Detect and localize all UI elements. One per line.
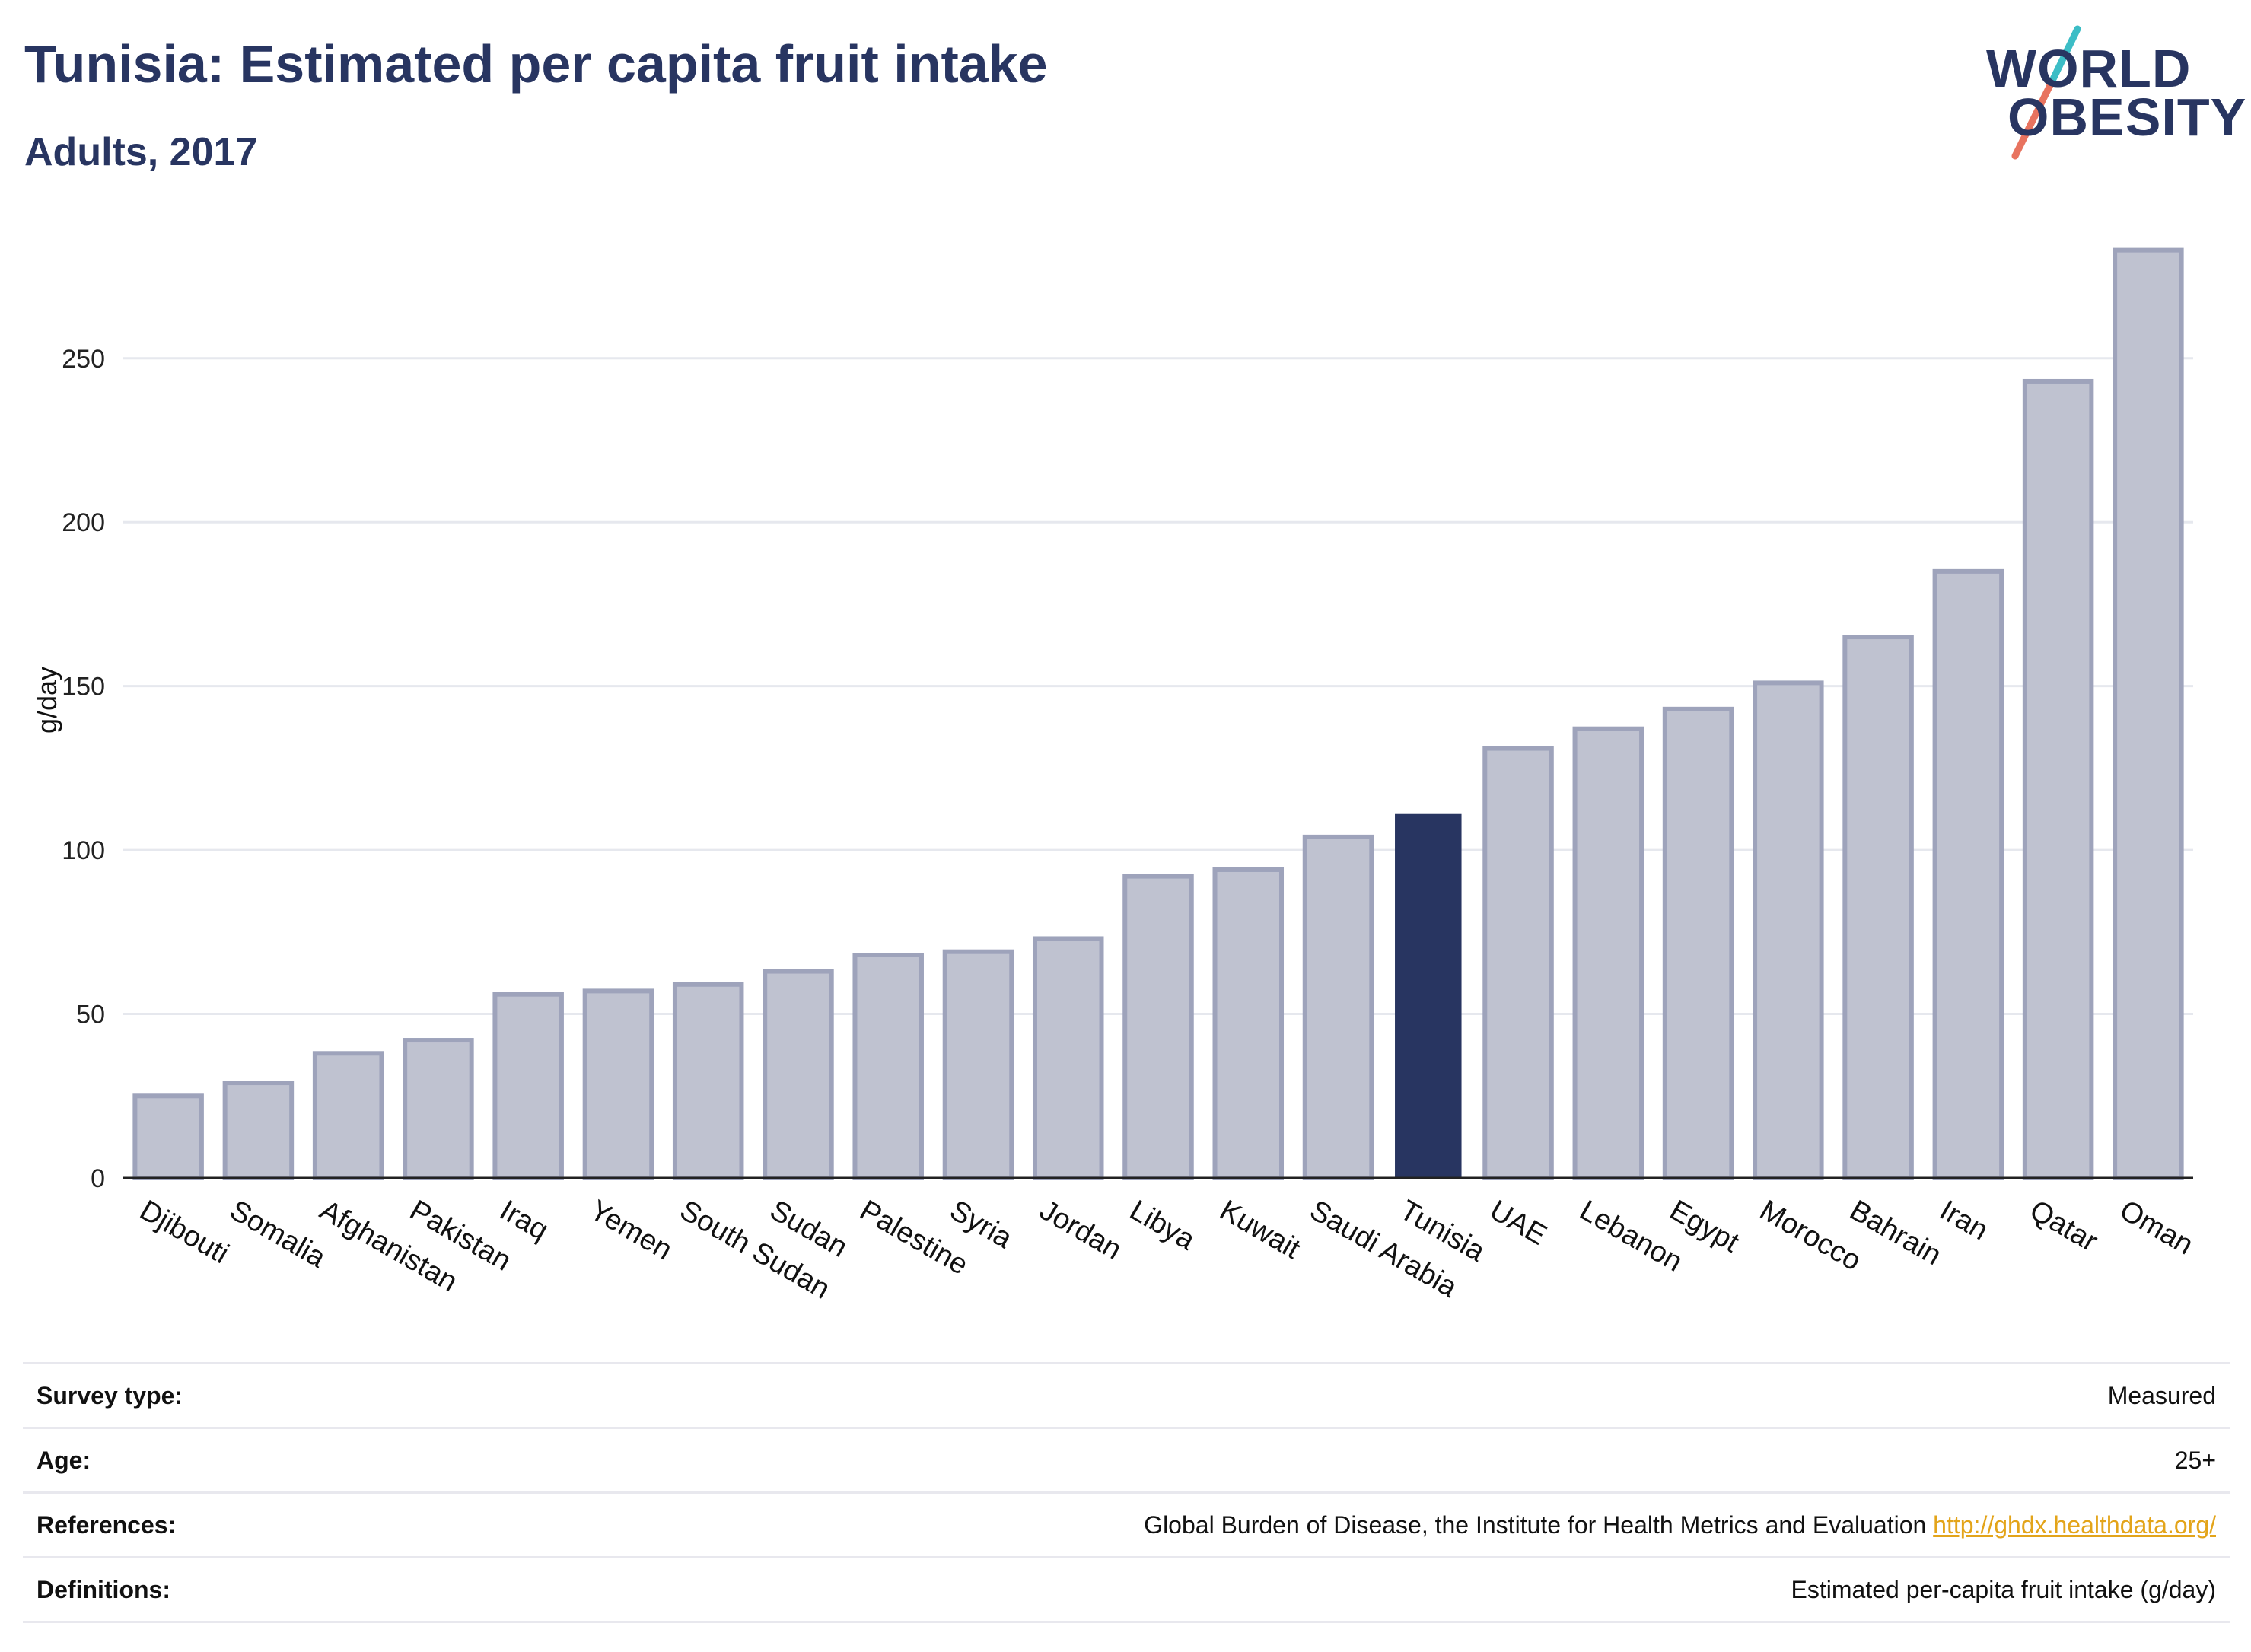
x-tick-label: Morocco bbox=[1754, 1194, 1866, 1277]
x-tick-label: Djibouti bbox=[135, 1194, 234, 1270]
bar-afghanistan bbox=[312, 1051, 384, 1181]
bar-bahrain bbox=[1842, 635, 1914, 1180]
info-row-references: References: Global Burden of Disease, th… bbox=[23, 1491, 2230, 1556]
bar-jordan bbox=[1032, 936, 1104, 1180]
y-tick-label: 50 bbox=[76, 1001, 105, 1030]
info-value: Measured bbox=[2107, 1381, 2216, 1409]
x-tick-label: Kuwait bbox=[1215, 1194, 1306, 1265]
y-axis-label: g/day bbox=[31, 667, 62, 734]
info-label: Survey type: bbox=[37, 1381, 183, 1409]
y-tick-label: 0 bbox=[91, 1164, 105, 1193]
world-obesity-logo: WORLD OBESITY bbox=[1986, 23, 2246, 167]
y-tick-label: 250 bbox=[62, 345, 105, 374]
info-row-definitions: Definitions: Estimated per-capita fruit … bbox=[23, 1556, 2230, 1623]
bar-morocco bbox=[1753, 680, 1824, 1180]
logo-slash-icon bbox=[2011, 25, 2081, 160]
bar-pakistan bbox=[403, 1038, 474, 1181]
chart-title: Tunisia: Estimated per capita fruit inta… bbox=[24, 34, 1048, 94]
reference-text: Global Burden of Disease, the Institute … bbox=[1144, 1510, 1927, 1539]
bar-kuwait bbox=[1212, 867, 1285, 1181]
bar-iran bbox=[1932, 568, 2004, 1180]
bar-yemen bbox=[582, 988, 654, 1181]
bar-saudi-arabia bbox=[1302, 834, 1374, 1180]
y-tick-label: 200 bbox=[62, 508, 105, 537]
x-tick-label: Oman bbox=[2114, 1194, 2198, 1261]
bar-tunisia bbox=[1395, 813, 1462, 1178]
bar-oman bbox=[2113, 247, 2184, 1180]
bar-egypt bbox=[1662, 706, 1734, 1180]
bar-lebanon bbox=[1572, 726, 1644, 1180]
x-tick-label: UAE bbox=[1485, 1194, 1552, 1251]
bar-iraq bbox=[492, 992, 564, 1180]
x-tick-label: Qatar bbox=[2024, 1194, 2103, 1258]
x-tick-label: Yemen bbox=[584, 1194, 677, 1266]
x-tick-label: Iraq bbox=[495, 1194, 554, 1246]
bar-somalia bbox=[222, 1081, 295, 1181]
info-value: Estimated per-capita fruit intake (g/day… bbox=[1791, 1575, 2216, 1603]
bar-palestine bbox=[852, 953, 924, 1180]
x-tick-label: Somalia bbox=[224, 1194, 332, 1274]
bar-chart: 050100150200250g/dayDjiboutiSomaliaAfgha… bbox=[31, 247, 2198, 1306]
info-label: Definitions: bbox=[37, 1575, 170, 1603]
info-label: Age: bbox=[37, 1446, 91, 1474]
bar-libya bbox=[1122, 874, 1194, 1180]
bar-uae bbox=[1482, 746, 1554, 1180]
bar-syria bbox=[942, 949, 1014, 1181]
info-value: 25+ bbox=[2174, 1446, 2216, 1474]
x-tick-label: South Sudan bbox=[674, 1194, 835, 1305]
y-tick-label: 150 bbox=[62, 673, 105, 702]
chart-subtitle: Adults, 2017 bbox=[24, 130, 258, 174]
bar-djibouti bbox=[132, 1093, 204, 1181]
info-row-age: Age: 25+ bbox=[23, 1427, 2230, 1491]
info-label: References: bbox=[37, 1510, 177, 1539]
x-tick-label: Iran bbox=[1934, 1194, 1994, 1246]
logo-text-obesity: OBESITY bbox=[2007, 88, 2247, 147]
bar-sudan bbox=[763, 969, 834, 1180]
y-tick-label: 100 bbox=[62, 836, 105, 865]
bar-south-sudan bbox=[672, 982, 744, 1181]
x-tick-label: Lebanon bbox=[1574, 1194, 1688, 1278]
bar-qatar bbox=[2022, 378, 2094, 1181]
x-tick-label: Libya bbox=[1125, 1194, 1201, 1256]
info-row-survey-type: Survey type: Measured bbox=[23, 1362, 2230, 1427]
logo-text-world: WORLD bbox=[1986, 39, 2192, 98]
info-table: Survey type: Measured Age: 25+ Reference… bbox=[23, 1362, 2230, 1623]
info-value: Global Burden of Disease, the Institute … bbox=[1144, 1511, 2230, 1539]
reference-link[interactable]: http://ghdx.healthdata.org/ bbox=[1933, 1510, 2216, 1539]
x-tick-label: Jordan bbox=[1034, 1194, 1127, 1265]
